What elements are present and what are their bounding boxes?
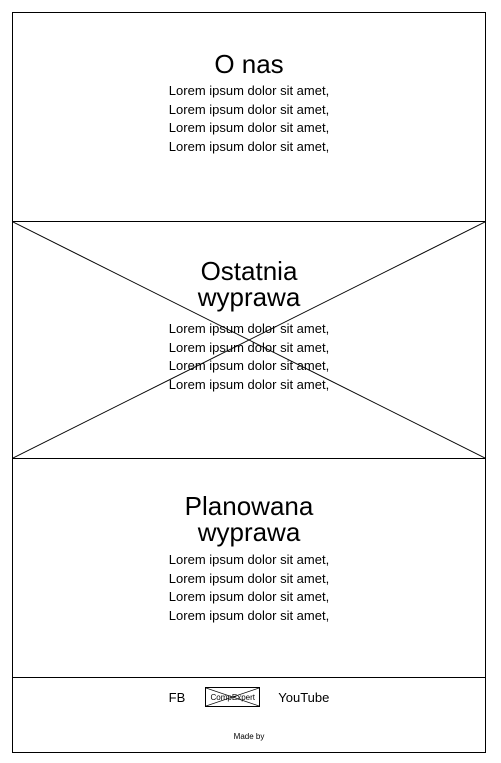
youtube-link[interactable]: YouTube	[278, 689, 330, 705]
about-text-line: Lorem ipsum dolor sit amet,	[168, 101, 330, 117]
about-text-line: Lorem ipsum dolor sit amet,	[168, 83, 330, 98]
last-trip-text-line: Lorem ipsum dolor sit amet,	[168, 339, 330, 355]
made-by-text: Made by	[233, 732, 265, 741]
planned-trip-text-line: Lorem ipsum dolor sit amet,	[168, 552, 330, 567]
planned-trip-text-line: Lorem ipsum dolor sit amet,	[168, 570, 330, 586]
footer-links: FB CompExpert YouTube	[13, 686, 485, 708]
planned-trip-title-line: wyprawa	[197, 517, 301, 547]
last-trip-text-line: Lorem ipsum dolor sit amet,	[168, 321, 330, 336]
planned-trip-text-line: Lorem ipsum dolor sit amet,	[168, 607, 330, 623]
last-trip-title: Ostatnia wyprawa	[13, 258, 485, 310]
about-title: O nas	[214, 49, 284, 79]
planned-trip-text: Lorem ipsum dolor sit amet, Lorem ipsum …	[13, 551, 485, 625]
planned-trip-section: Planowana wyprawa Lorem ipsum dolor sit …	[13, 459, 485, 678]
logo-label: CompExpert	[210, 692, 255, 702]
last-trip-text-line: Lorem ipsum dolor sit amet,	[168, 358, 330, 373]
fb-link[interactable]: FB	[168, 689, 186, 705]
planned-trip-text-line: Lorem ipsum dolor sit amet,	[168, 589, 330, 604]
about-text-line: Lorem ipsum dolor sit amet,	[168, 120, 330, 135]
footer: FB CompExpert YouTube Made by	[13, 678, 485, 752]
last-trip-title-line: Ostatnia	[200, 256, 298, 286]
about-section: O nas Lorem ipsum dolor sit amet, Lorem …	[13, 13, 485, 222]
logo-placeholder[interactable]: CompExpert	[205, 687, 261, 707]
last-trip-text: Lorem ipsum dolor sit amet, Lorem ipsum …	[13, 320, 485, 394]
last-trip-title-line: wyprawa	[197, 282, 301, 312]
planned-trip-title-line: Planowana	[184, 491, 314, 521]
last-trip-section: Ostatnia wyprawa Lorem ipsum dolor sit a…	[13, 222, 485, 459]
page-frame: O nas Lorem ipsum dolor sit amet, Lorem …	[12, 12, 486, 753]
last-trip-text-line: Lorem ipsum dolor sit amet,	[168, 376, 330, 392]
about-text: Lorem ipsum dolor sit amet, Lorem ipsum …	[13, 82, 485, 156]
about-text-line: Lorem ipsum dolor sit amet,	[168, 138, 330, 154]
planned-trip-title: Planowana wyprawa	[13, 493, 485, 545]
logo-placeholder-cross	[206, 688, 260, 706]
